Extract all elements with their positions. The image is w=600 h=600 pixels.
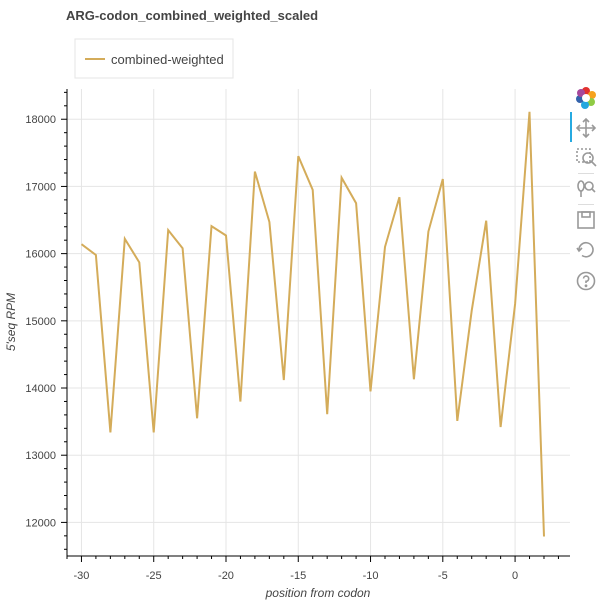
help-icon[interactable] bbox=[574, 269, 598, 293]
active-tool-indicator bbox=[570, 112, 572, 142]
reset-icon[interactable] bbox=[574, 238, 598, 262]
x-tick-label: -15 bbox=[290, 570, 306, 582]
y-tick-label: 15000 bbox=[25, 316, 56, 328]
save-icon[interactable] bbox=[574, 208, 598, 232]
x-axis-ticks: -30 -25 -20 -15 -10 -5 0 bbox=[66, 556, 559, 582]
series-line bbox=[80, 111, 545, 537]
y-tick-label: 17000 bbox=[25, 181, 56, 193]
x-tick-label: 0 bbox=[512, 570, 518, 582]
y-tick-label: 13000 bbox=[25, 450, 56, 462]
y-axis-ticks: 12000 13000 14000 15000 16000 17000 18000 bbox=[25, 91, 67, 550]
legend-label: combined-weighted bbox=[111, 52, 224, 67]
x-tick-label: -30 bbox=[74, 570, 90, 582]
x-tick-label: -5 bbox=[438, 570, 448, 582]
toolbar-separator bbox=[578, 204, 594, 205]
x-tick-label: -10 bbox=[363, 570, 379, 582]
y-tick-label: 18000 bbox=[25, 114, 56, 126]
legend: combined-weighted bbox=[74, 38, 234, 79]
y-axis-label: 5'seq RPM bbox=[4, 293, 18, 351]
box-zoom-icon[interactable] bbox=[574, 146, 598, 170]
pan-icon[interactable] bbox=[574, 116, 598, 140]
series-layer bbox=[80, 111, 545, 537]
wheel-zoom-icon[interactable] bbox=[574, 177, 598, 201]
plot-toolbar bbox=[570, 85, 600, 295]
x-tick-label: -25 bbox=[146, 570, 162, 582]
grid bbox=[67, 89, 570, 556]
y-tick-label: 14000 bbox=[25, 383, 56, 395]
bokeh-logo-icon[interactable] bbox=[574, 86, 598, 110]
chart-title: ARG-codon_combined_weighted_scaled bbox=[66, 8, 319, 23]
toolbar-separator bbox=[578, 173, 594, 174]
x-axis-label: position from codon bbox=[265, 586, 371, 600]
x-tick-label: -20 bbox=[218, 570, 234, 582]
y-tick-label: 16000 bbox=[25, 249, 56, 261]
y-tick-label: 12000 bbox=[25, 517, 56, 529]
